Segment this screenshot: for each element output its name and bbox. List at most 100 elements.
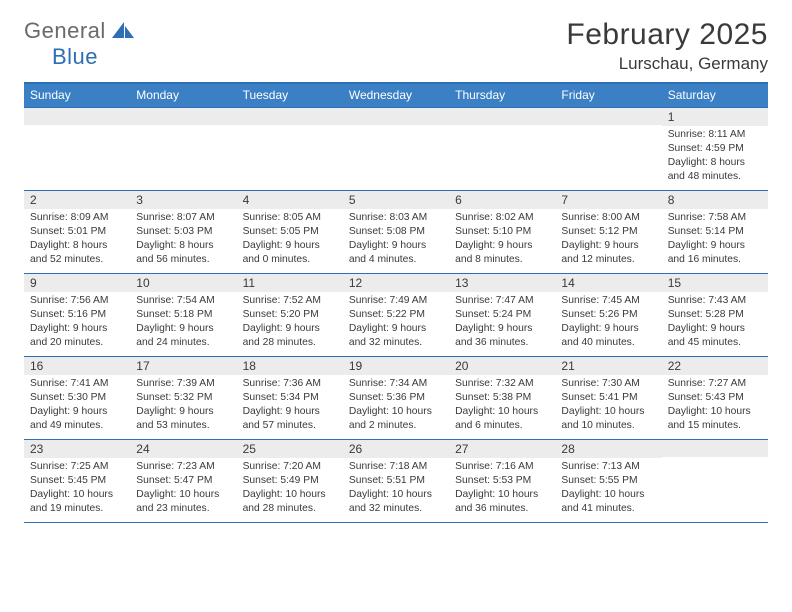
sunset-line: Sunset: 5:55 PM <box>561 474 655 488</box>
day-cell: 1Sunrise: 8:11 AMSunset: 4:59 PMDaylight… <box>662 108 768 190</box>
sunset-line: Sunset: 5:05 PM <box>243 225 337 239</box>
day-content: Sunrise: 7:47 AMSunset: 5:24 PMDaylight:… <box>449 292 555 354</box>
sunset-line: Sunset: 5:16 PM <box>30 308 124 322</box>
day-content: Sunrise: 7:39 AMSunset: 5:32 PMDaylight:… <box>130 375 236 437</box>
day-number <box>662 440 768 457</box>
sunrise-line: Sunrise: 7:39 AM <box>136 377 230 391</box>
daylight-line: Daylight: 10 hours and 6 minutes. <box>455 405 549 433</box>
daylight-line: Daylight: 8 hours and 56 minutes. <box>136 239 230 267</box>
sunset-line: Sunset: 5:53 PM <box>455 474 549 488</box>
sunrise-line: Sunrise: 7:54 AM <box>136 294 230 308</box>
day-number: 8 <box>662 191 768 209</box>
daylight-line: Daylight: 9 hours and 8 minutes. <box>455 239 549 267</box>
daylight-line: Daylight: 10 hours and 32 minutes. <box>349 488 443 516</box>
day-number <box>130 108 236 125</box>
sunset-line: Sunset: 5:45 PM <box>30 474 124 488</box>
daylight-line: Daylight: 8 hours and 48 minutes. <box>668 156 762 184</box>
day-content: Sunrise: 7:49 AMSunset: 5:22 PMDaylight:… <box>343 292 449 354</box>
day-content: Sunrise: 8:05 AMSunset: 5:05 PMDaylight:… <box>237 209 343 271</box>
day-number: 19 <box>343 357 449 375</box>
day-cell: 6Sunrise: 8:02 AMSunset: 5:10 PMDaylight… <box>449 191 555 273</box>
logo-blue: Blue <box>52 44 98 69</box>
day-content: Sunrise: 8:11 AMSunset: 4:59 PMDaylight:… <box>662 126 768 188</box>
daylight-line: Daylight: 10 hours and 28 minutes. <box>243 488 337 516</box>
day-number: 25 <box>237 440 343 458</box>
daylight-line: Daylight: 9 hours and 16 minutes. <box>668 239 762 267</box>
sunrise-line: Sunrise: 8:11 AM <box>668 128 762 142</box>
day-cell: 27Sunrise: 7:16 AMSunset: 5:53 PMDayligh… <box>449 440 555 522</box>
sunrise-line: Sunrise: 7:20 AM <box>243 460 337 474</box>
sunrise-line: Sunrise: 7:49 AM <box>349 294 443 308</box>
day-content: Sunrise: 7:34 AMSunset: 5:36 PMDaylight:… <box>343 375 449 437</box>
sunrise-line: Sunrise: 7:23 AM <box>136 460 230 474</box>
day-header-sun: Sunday <box>24 84 130 107</box>
day-number <box>555 108 661 125</box>
sunrise-line: Sunrise: 8:09 AM <box>30 211 124 225</box>
day-cell: 5Sunrise: 8:03 AMSunset: 5:08 PMDaylight… <box>343 191 449 273</box>
daylight-line: Daylight: 9 hours and 0 minutes. <box>243 239 337 267</box>
day-number: 14 <box>555 274 661 292</box>
day-content: Sunrise: 7:32 AMSunset: 5:38 PMDaylight:… <box>449 375 555 437</box>
day-content: Sunrise: 7:30 AMSunset: 5:41 PMDaylight:… <box>555 375 661 437</box>
day-number: 24 <box>130 440 236 458</box>
calendar: Sunday Monday Tuesday Wednesday Thursday… <box>24 82 768 523</box>
daylight-line: Daylight: 10 hours and 19 minutes. <box>30 488 124 516</box>
sunrise-line: Sunrise: 7:45 AM <box>561 294 655 308</box>
sunrise-line: Sunrise: 8:03 AM <box>349 211 443 225</box>
week-row: 16Sunrise: 7:41 AMSunset: 5:30 PMDayligh… <box>24 357 768 440</box>
day-header-sat: Saturday <box>662 84 768 107</box>
daylight-line: Daylight: 9 hours and 53 minutes. <box>136 405 230 433</box>
sunset-line: Sunset: 5:32 PM <box>136 391 230 405</box>
day-cell: 24Sunrise: 7:23 AMSunset: 5:47 PMDayligh… <box>130 440 236 522</box>
day-cell: 14Sunrise: 7:45 AMSunset: 5:26 PMDayligh… <box>555 274 661 356</box>
day-number: 5 <box>343 191 449 209</box>
header: General Blue February 2025 Lurschau, Ger… <box>24 18 768 74</box>
daylight-line: Daylight: 9 hours and 12 minutes. <box>561 239 655 267</box>
sunset-line: Sunset: 5:51 PM <box>349 474 443 488</box>
day-content <box>449 125 555 131</box>
day-number: 11 <box>237 274 343 292</box>
sunset-line: Sunset: 5:10 PM <box>455 225 549 239</box>
sunset-line: Sunset: 5:18 PM <box>136 308 230 322</box>
sunset-line: Sunset: 5:38 PM <box>455 391 549 405</box>
day-cell: 7Sunrise: 8:00 AMSunset: 5:12 PMDaylight… <box>555 191 661 273</box>
day-cell <box>662 440 768 522</box>
day-number: 16 <box>24 357 130 375</box>
day-content <box>555 125 661 131</box>
day-content: Sunrise: 7:45 AMSunset: 5:26 PMDaylight:… <box>555 292 661 354</box>
day-header-tue: Tuesday <box>237 84 343 107</box>
day-content: Sunrise: 7:16 AMSunset: 5:53 PMDaylight:… <box>449 458 555 520</box>
day-cell: 2Sunrise: 8:09 AMSunset: 5:01 PMDaylight… <box>24 191 130 273</box>
day-content: Sunrise: 7:25 AMSunset: 5:45 PMDaylight:… <box>24 458 130 520</box>
sunset-line: Sunset: 5:34 PM <box>243 391 337 405</box>
daylight-line: Daylight: 9 hours and 20 minutes. <box>30 322 124 350</box>
daylight-line: Daylight: 10 hours and 2 minutes. <box>349 405 443 433</box>
sunset-line: Sunset: 5:43 PM <box>668 391 762 405</box>
sunset-line: Sunset: 5:36 PM <box>349 391 443 405</box>
daylight-line: Daylight: 10 hours and 10 minutes. <box>561 405 655 433</box>
daylight-line: Daylight: 9 hours and 24 minutes. <box>136 322 230 350</box>
day-content <box>130 125 236 131</box>
day-cell: 17Sunrise: 7:39 AMSunset: 5:32 PMDayligh… <box>130 357 236 439</box>
day-number: 18 <box>237 357 343 375</box>
logo-text: General Blue <box>24 18 134 70</box>
day-content: Sunrise: 7:23 AMSunset: 5:47 PMDaylight:… <box>130 458 236 520</box>
day-content <box>343 125 449 131</box>
day-number: 1 <box>662 108 768 126</box>
day-cell: 8Sunrise: 7:58 AMSunset: 5:14 PMDaylight… <box>662 191 768 273</box>
sunrise-line: Sunrise: 7:36 AM <box>243 377 337 391</box>
day-number: 27 <box>449 440 555 458</box>
day-cell <box>449 108 555 190</box>
day-content: Sunrise: 7:56 AMSunset: 5:16 PMDaylight:… <box>24 292 130 354</box>
day-content: Sunrise: 7:58 AMSunset: 5:14 PMDaylight:… <box>662 209 768 271</box>
day-number <box>237 108 343 125</box>
day-cell <box>237 108 343 190</box>
day-number: 2 <box>24 191 130 209</box>
daylight-line: Daylight: 8 hours and 52 minutes. <box>30 239 124 267</box>
day-content <box>24 125 130 131</box>
week-row: 2Sunrise: 8:09 AMSunset: 5:01 PMDaylight… <box>24 191 768 274</box>
sunrise-line: Sunrise: 7:34 AM <box>349 377 443 391</box>
daylight-line: Daylight: 9 hours and 49 minutes. <box>30 405 124 433</box>
day-cell: 15Sunrise: 7:43 AMSunset: 5:28 PMDayligh… <box>662 274 768 356</box>
sunset-line: Sunset: 5:14 PM <box>668 225 762 239</box>
